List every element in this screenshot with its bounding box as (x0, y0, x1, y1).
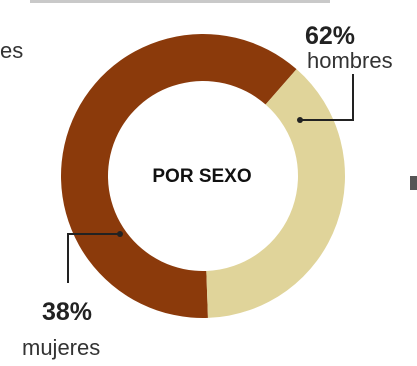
top-edge-crop (30, 0, 330, 3)
slice-hombres (60, 33, 297, 318)
left-edge-fragment: es (0, 38, 23, 63)
leader-line-hombres (300, 74, 354, 121)
label-mujeres-name: mujeres (22, 335, 100, 360)
leader-dot-hombres (297, 117, 303, 123)
donut-slices (60, 33, 345, 318)
label-mujeres-percent: 38% (42, 298, 92, 326)
right-edge-crop (410, 176, 417, 190)
chart-center-title: POR SEXO (152, 166, 251, 187)
slice-mujeres (206, 69, 345, 318)
label-hombres-percent: 62% (305, 22, 355, 50)
label-hombres-name: hombres (307, 48, 393, 73)
leader-dot-mujeres (117, 231, 123, 237)
leader-line-mujeres (67, 233, 120, 283)
